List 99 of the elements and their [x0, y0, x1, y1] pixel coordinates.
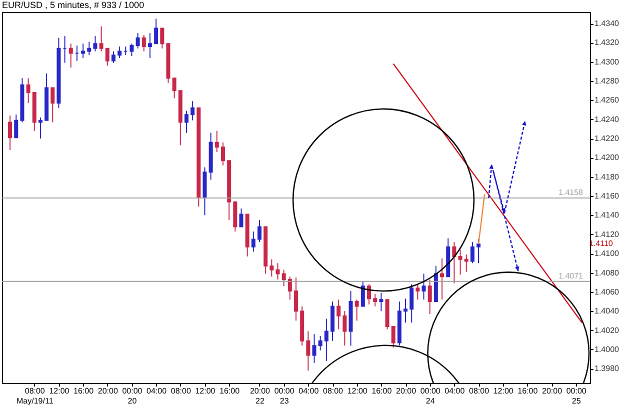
y-tick-label: 1.4020 — [594, 326, 620, 335]
y-tick-label: 1.3980 — [594, 364, 620, 374]
x-tick-label: 20:00 — [542, 386, 563, 396]
candlestick — [148, 32, 152, 59]
candlestick — [336, 299, 341, 330]
y-tick-label: 1.4060 — [594, 287, 620, 296]
candlestick — [111, 50, 116, 64]
candlestick — [190, 100, 195, 121]
x-tick-label: 00:00 20 — [122, 386, 143, 405]
candlestick — [38, 116, 42, 140]
candlestick — [214, 130, 219, 152]
x-tick-label: 04:00 — [146, 386, 168, 396]
y-tick-label: 1.4300 — [594, 57, 620, 66]
x-tick-label: 12:00 — [195, 386, 216, 396]
candlestick — [160, 28, 164, 49]
x-tick-label: 12:00 — [347, 386, 368, 396]
y-tick-label: 1.4080 — [594, 268, 620, 278]
candlestick — [93, 35, 98, 52]
x-tick-label: 20:00 — [396, 386, 417, 396]
y-tick-label: 1.4320 — [594, 38, 620, 48]
y-tick-label: 1.4180 — [594, 172, 620, 182]
candlestick — [68, 43, 73, 68]
candlestick — [306, 330, 310, 372]
candlestick — [87, 41, 92, 56]
x-tick-label: 20:00 — [98, 386, 118, 396]
ref-line-label: 1.4071 — [558, 271, 584, 280]
candlestick — [440, 258, 444, 300]
y-tick-label: 1.4000 — [594, 344, 620, 354]
candlestick — [239, 208, 244, 228]
candlestick — [8, 115, 12, 151]
x-tick-label: 20:00 22 — [250, 386, 271, 405]
candlestick — [184, 110, 188, 134]
x-tick-label: 12:00 — [493, 386, 514, 396]
y-tick-label: 1.4040 — [594, 306, 620, 316]
candlestick — [26, 78, 30, 104]
candlestick — [270, 258, 274, 278]
x-tick-label: 16:00 — [220, 386, 240, 396]
candlestick — [360, 280, 365, 307]
x-tick-label: 16:00 — [518, 386, 538, 396]
candlestick — [220, 142, 225, 166]
candlestick — [422, 273, 426, 300]
x-tick-label: 04:00 — [444, 386, 466, 396]
candlestick — [342, 310, 347, 346]
y-tick-label: 1.4260 — [594, 96, 620, 105]
candlestick — [105, 48, 110, 66]
candlestick — [354, 299, 359, 322]
candlestick — [452, 242, 456, 284]
candlestick — [464, 254, 468, 272]
candlestick — [257, 220, 262, 243]
candlestick — [391, 326, 396, 348]
candlestick — [416, 284, 420, 300]
y-tick-label: 1.4120 — [594, 230, 620, 239]
chart-title: EUR/USD , 5 minutes, # 933 / 1000 — [2, 0, 144, 10]
y-tick-label: 1.4140 — [594, 210, 620, 220]
candlestick — [172, 78, 176, 99]
x-tick-label: 08:00 — [170, 386, 192, 396]
candlestick — [251, 231, 256, 252]
candlestick — [118, 46, 122, 59]
x-tick-label: 16:00 — [372, 386, 392, 396]
candlestick — [428, 278, 432, 314]
candlestick — [154, 18, 158, 44]
x-tick-label: 08:00 — [469, 386, 490, 396]
candlestick — [99, 26, 104, 52]
candlestick — [50, 87, 55, 123]
candlestick — [282, 269, 286, 287]
candlestick — [476, 238, 481, 264]
y-tick-label: 1.4160 — [594, 192, 620, 201]
ref-line-label: 1.4158 — [558, 188, 584, 197]
candlestick — [379, 292, 384, 312]
candlestick — [276, 262, 280, 280]
y-tick-label: 1.4240 — [594, 114, 620, 124]
candlestick — [373, 293, 378, 307]
candlestick — [318, 336, 322, 351]
candlestick — [312, 334, 316, 364]
y-tick-label: 1.4100 — [594, 249, 620, 258]
candlestick — [404, 298, 408, 324]
y-tick-label: 1.4220 — [594, 134, 620, 144]
candlestick — [81, 43, 86, 59]
candlestick — [142, 34, 146, 52]
x-tick-label: 16:00 — [74, 386, 94, 396]
candlestick — [288, 276, 292, 300]
candlestick — [14, 114, 18, 138]
x-tick-label: 04:00 — [298, 386, 320, 396]
candlestick — [470, 242, 474, 264]
candlestick — [294, 277, 298, 322]
y-tick-label: 1.4200 — [594, 153, 620, 162]
candlestick — [324, 318, 328, 362]
candlestick — [130, 43, 134, 57]
x-tick-label: 00:00 25 — [566, 386, 587, 405]
y-tick-label: 1.4280 — [594, 76, 620, 86]
x-tick-label: 12:00 — [49, 386, 70, 396]
y-tick-label: 1.4340 — [594, 19, 620, 28]
x-tick-label: 00:00 24 — [420, 386, 441, 405]
candlestick — [136, 32, 140, 49]
candlestick — [367, 284, 372, 305]
candlestick — [458, 249, 462, 276]
x-tick-label: 00:00 23 — [274, 386, 295, 405]
candlestick — [410, 284, 414, 324]
x-tick-label: 08:00 — [322, 386, 344, 396]
